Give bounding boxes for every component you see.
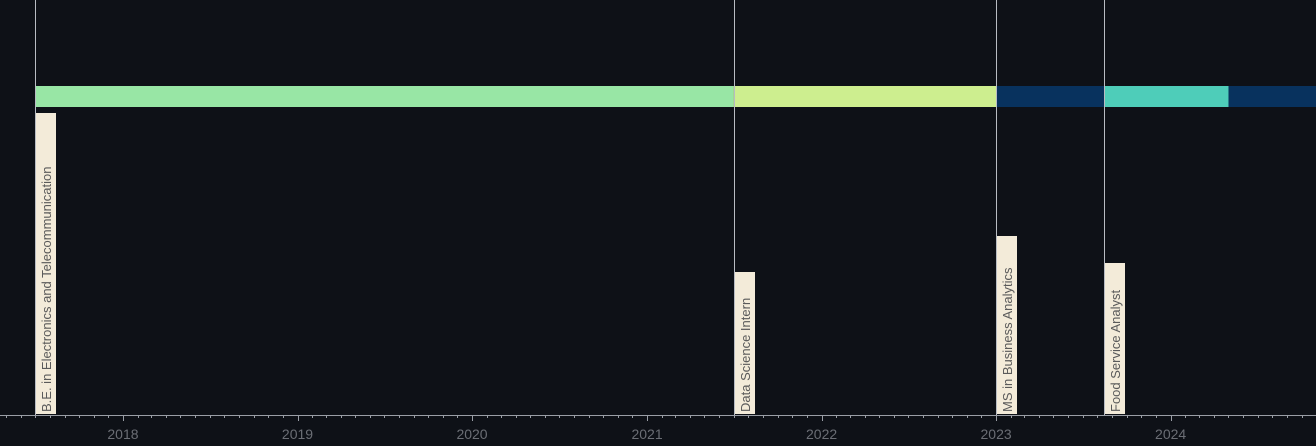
x-tick-label-2018: 2018	[107, 426, 138, 442]
event-label-box	[36, 113, 56, 414]
event-label-4: Food Service Analyst	[1105, 263, 1125, 414]
event-label-1: B.E. in Electronics and Telecommunicatio…	[36, 113, 56, 414]
event-label-3: MS in Business Analytics	[997, 236, 1017, 414]
segment-bar-5	[1228, 86, 1316, 107]
event-label-text: Data Science Intern	[738, 298, 753, 412]
event-label-2: Data Science Intern	[735, 272, 755, 414]
segment-bar-3	[996, 86, 1105, 107]
segment-bar-4	[1104, 86, 1229, 107]
segment-bar-1	[35, 86, 734, 107]
x-tick-label-2022: 2022	[806, 426, 837, 442]
x-tick-label-2019: 2019	[282, 426, 313, 442]
x-axis: 2018 2019 2020 2021 2022 2023 2024	[0, 415, 1316, 442]
guides-group	[35, 0, 1105, 415]
event-label-text: B.E. in Electronics and Telecommunicatio…	[39, 167, 54, 412]
event-label-box	[997, 236, 1017, 414]
segment-bar-2	[733, 86, 997, 107]
event-labels-group: B.E. in Electronics and Telecommunicatio…	[36, 113, 1125, 414]
x-tick-label-2021: 2021	[631, 426, 662, 442]
x-tick-label-2023: 2023	[981, 426, 1012, 442]
event-label-text: MS in Business Analytics	[1000, 267, 1015, 412]
x-tick-label-2020: 2020	[456, 426, 487, 442]
segments-group	[35, 86, 1316, 107]
event-label-box	[735, 272, 755, 414]
event-label-box	[1105, 263, 1125, 414]
x-tick-label-2024: 2024	[1155, 426, 1186, 442]
event-label-text: Food Service Analyst	[1108, 289, 1123, 412]
